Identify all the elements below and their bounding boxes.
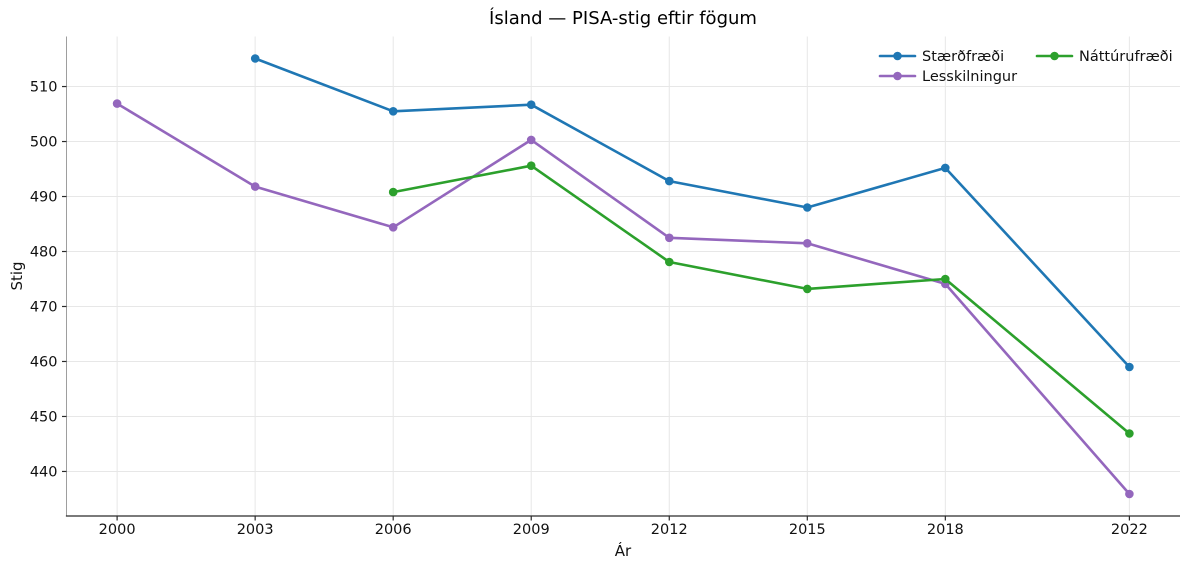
y-tick-label: 500 [30,135,58,151]
series-line-2 [391,164,1131,435]
legend-marker [1050,51,1059,61]
data-point [250,54,260,63]
x-tick-label: 2006 [375,522,412,538]
x-tick-label: 2000 [99,522,136,538]
x-axis-label: Ár [614,542,632,560]
data-point [388,187,398,197]
chart-title: Ísland — PISA-stig eftir fögum [489,8,757,29]
y-tick-label: 470 [30,299,58,315]
y-tick-label: 440 [30,464,58,480]
data-point [1125,362,1134,372]
series-line-1 [115,102,1131,496]
legend-label: Lesskilningur [922,69,1017,85]
y-tick-label: 510 [30,80,58,96]
y-tick-label: 460 [30,354,58,370]
y-tick-label: 490 [30,190,58,206]
y-tick-label: 480 [30,245,58,261]
data-point [1125,489,1134,499]
data-point [526,100,536,109]
data-point [803,239,812,248]
y-tick-label: 450 [30,409,58,425]
x-tick-label: 2018 [927,522,964,538]
x-tick-label: 2012 [651,522,688,538]
legend-marker [893,51,902,61]
data-point [803,203,812,212]
data-point [941,163,950,173]
data-point [388,223,398,232]
x-tick-label: 2022 [1111,522,1148,538]
data-point [665,176,674,186]
data-point [526,161,536,170]
data-point [941,274,950,284]
data-point [526,135,536,145]
data-point [250,182,260,191]
x-tick-label: 2003 [237,522,274,538]
data-point [665,233,674,243]
legend-label: Náttúrufræði [1079,49,1173,65]
series-line-0 [253,57,1131,369]
x-tick-label: 2015 [789,522,826,538]
data-point [665,257,674,267]
data-point [112,99,122,108]
legend-marker [893,71,902,81]
legend-label: Stærðfræði [922,49,1004,65]
x-tick-label: 2009 [513,522,550,538]
data-point [388,107,398,116]
data-point [1125,429,1134,438]
data-point [803,284,812,294]
y-axis-label: Stig [8,261,26,291]
